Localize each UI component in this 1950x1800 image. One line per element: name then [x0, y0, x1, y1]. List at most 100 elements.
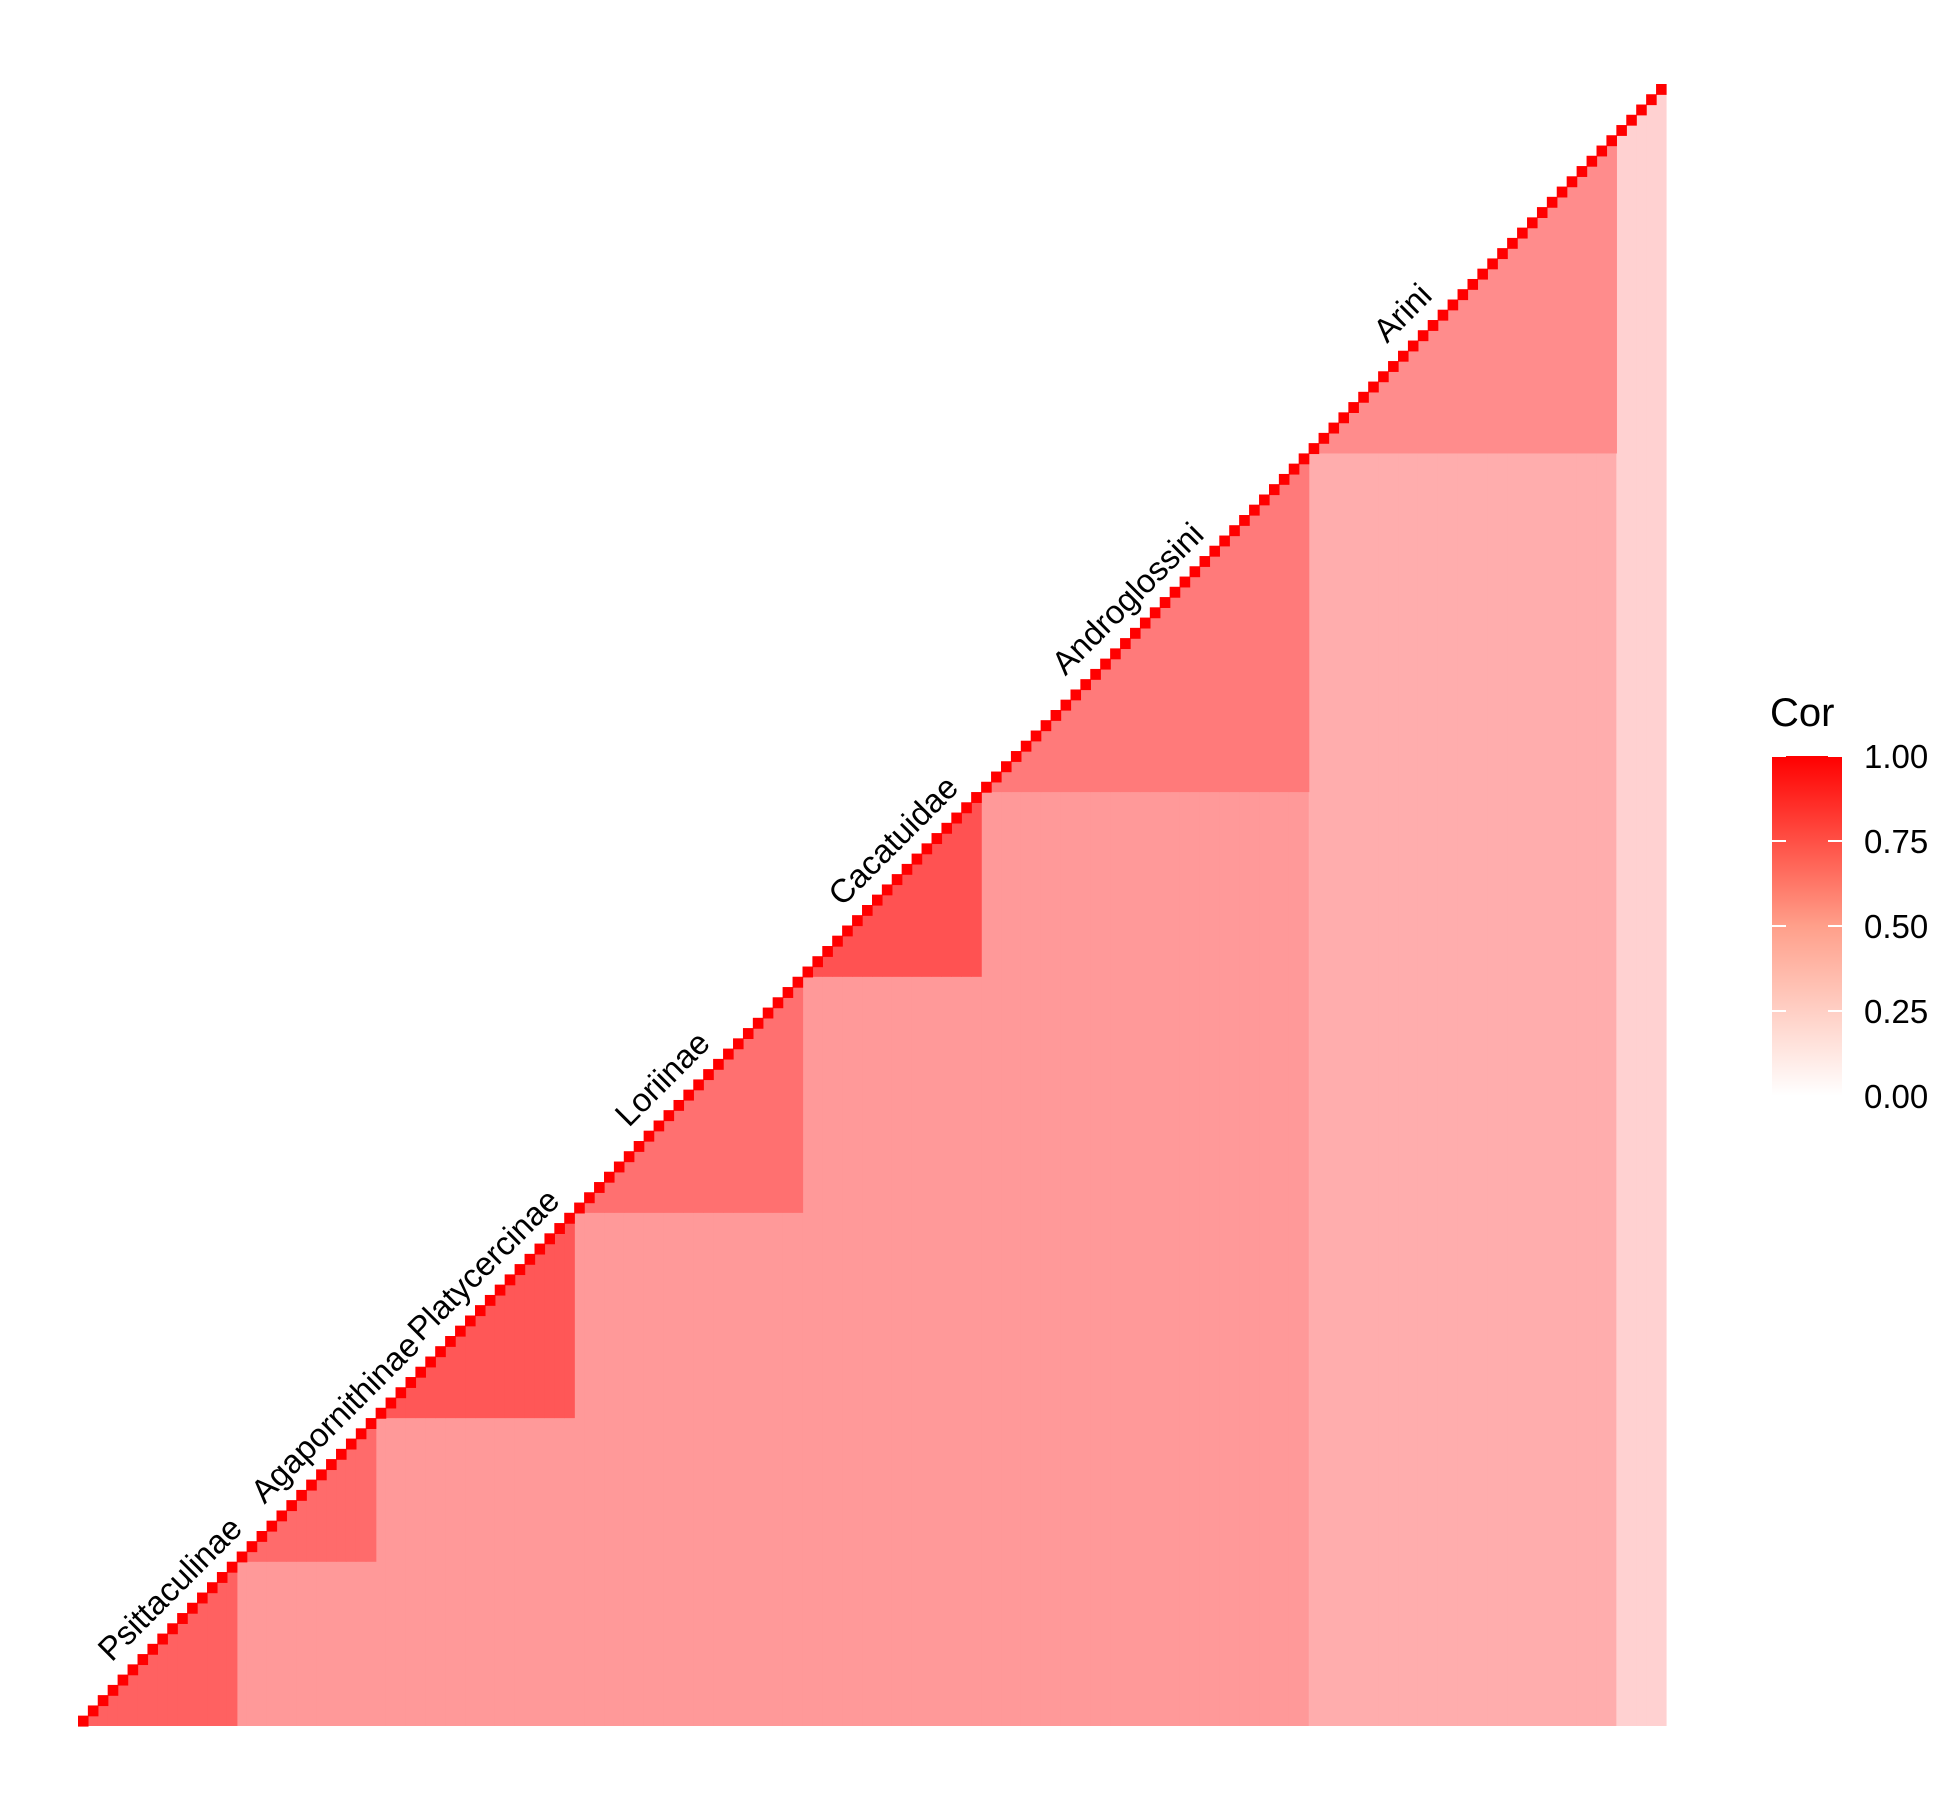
heatmap-column	[1288, 463, 1300, 1726]
heatmap-column	[574, 1202, 585, 1726]
legend-tick-label: 1.00	[1864, 738, 1928, 775]
diagonal-cell	[1149, 607, 1161, 619]
clade-block-cell	[1050, 710, 1062, 793]
diagonal-cell	[1427, 320, 1439, 331]
clade-block-cell	[842, 925, 853, 977]
clade-block-cell	[693, 1079, 704, 1213]
diagonal-cell	[1080, 679, 1091, 691]
clade-block-cell	[1100, 658, 1111, 793]
heatmap-column	[1060, 699, 1072, 1726]
diagonal-cell	[1020, 740, 1032, 752]
diagonal-cell	[733, 1038, 744, 1050]
clade-block-cell	[733, 1038, 744, 1213]
clade-block-cell	[345, 1438, 357, 1562]
diagonal-cell	[693, 1079, 704, 1091]
diagonal-cell	[236, 1551, 248, 1563]
clade-block-cell	[1348, 402, 1359, 454]
diagonal-cell	[1646, 94, 1657, 106]
diagonal-cell	[197, 1592, 208, 1604]
heatmap-column	[822, 946, 833, 1726]
diagonal-cell	[395, 1387, 407, 1399]
diagonal-cell	[911, 853, 923, 865]
heatmap-column	[1130, 627, 1141, 1726]
legend-ticks: 1.00 0.75 0.50 0.25 0.00	[1772, 738, 1928, 1115]
heatmap-column	[782, 987, 794, 1726]
clade-block-cell	[872, 894, 883, 977]
heatmap-column	[832, 935, 843, 1726]
diagonal-cell	[1477, 268, 1488, 280]
heatmap-column	[1546, 196, 1558, 1727]
diagonal-cell	[246, 1541, 258, 1553]
diagonal-cell	[1130, 627, 1141, 639]
clade-block-cell	[1030, 730, 1042, 793]
heatmap-column	[1209, 545, 1220, 1726]
heatmap-column	[1596, 145, 1608, 1727]
diagonal-cell	[1417, 330, 1429, 342]
diagonal-cell	[1328, 422, 1340, 434]
heatmap-column	[604, 1171, 615, 1726]
diagonal-cell	[1239, 515, 1250, 526]
heatmap-column	[1040, 720, 1052, 1726]
diagonal-cell	[1308, 443, 1320, 455]
heatmap-column	[1497, 248, 1508, 1727]
clade-block-cell	[395, 1387, 407, 1419]
heatmap-column	[355, 1428, 367, 1726]
clade-block-cell	[117, 1674, 129, 1726]
clade-block-cell	[1040, 720, 1052, 793]
heatmap-column	[891, 874, 903, 1726]
clade-block-cell	[187, 1602, 198, 1726]
heatmap-column	[375, 1407, 387, 1726]
clade-block-cell	[504, 1274, 516, 1419]
heatmap-column	[1388, 361, 1399, 1726]
clade-block-cell	[881, 884, 893, 977]
diagonal-cell	[484, 1294, 496, 1306]
clade-block-cell	[1001, 761, 1012, 793]
clade-block-cell	[1219, 535, 1230, 793]
diagonal-cell	[594, 1182, 605, 1193]
diagonal-cell	[1487, 258, 1498, 270]
heatmap-column	[613, 1161, 625, 1726]
clade-block-cell	[1189, 566, 1201, 793]
heatmap-column	[1656, 84, 1667, 1726]
heatmap-column	[623, 1151, 635, 1726]
diagonal-cell	[1030, 730, 1042, 742]
clade-block-cell	[1120, 638, 1131, 793]
diagonal-cell	[375, 1407, 387, 1419]
diagonal-cell	[1040, 720, 1052, 732]
heatmap-column	[1477, 268, 1488, 1727]
clade-block-cell	[931, 833, 943, 977]
diagonal-cell	[1368, 381, 1379, 393]
clade-block-cell	[1338, 412, 1349, 454]
diagonal-cell	[187, 1602, 198, 1614]
diagonal-cell	[921, 843, 933, 855]
clade-block-cell	[961, 802, 972, 977]
diagonal-cell	[762, 1007, 774, 1019]
diagonal-cell	[1090, 668, 1101, 680]
diagonal-cell	[286, 1500, 297, 1512]
diagonal-cell	[445, 1336, 456, 1347]
diagonal-cell	[1626, 114, 1637, 126]
clade-block-cell	[1080, 679, 1091, 793]
clade-block-cell	[1149, 607, 1161, 793]
clade-block-cell	[1437, 309, 1449, 454]
diagonal-cell	[534, 1243, 546, 1255]
heatmap-column	[872, 894, 883, 1726]
diagonal-cell	[405, 1377, 417, 1388]
diagonal-cell	[852, 915, 863, 927]
clade-block-cell	[713, 1058, 724, 1213]
heatmap-column	[594, 1182, 605, 1726]
clade-block-cell	[1378, 371, 1389, 454]
clade-block-cell	[1209, 545, 1220, 793]
clade-block-cell	[465, 1315, 476, 1419]
heatmap-column	[286, 1500, 297, 1726]
heatmap-column	[514, 1264, 526, 1726]
diagonal-cell	[1517, 227, 1528, 239]
clade-block-cell	[336, 1448, 347, 1562]
diagonal-cell	[1407, 340, 1419, 352]
clade-block-cell	[1407, 340, 1419, 454]
heatmap-column	[1020, 740, 1032, 1726]
clade-block-cell	[1388, 361, 1399, 454]
heatmap-column	[921, 843, 933, 1726]
heatmap-column	[981, 781, 992, 1726]
heatmap-column	[1239, 515, 1250, 1726]
